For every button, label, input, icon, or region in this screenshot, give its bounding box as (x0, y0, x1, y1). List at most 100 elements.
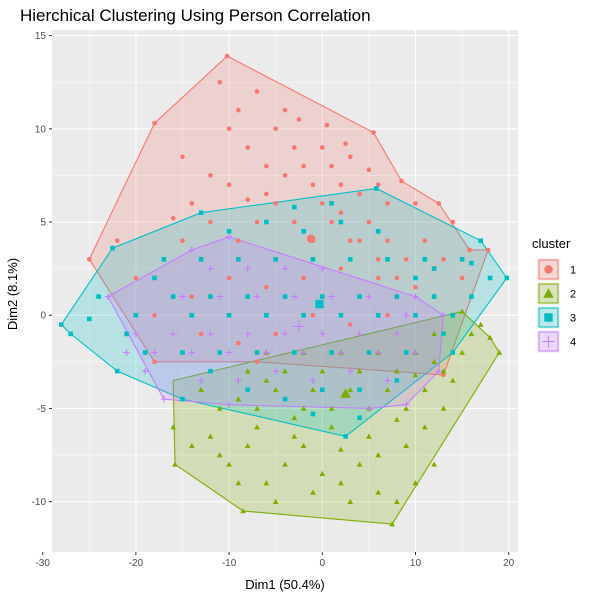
point-cluster-1 (292, 219, 297, 225)
point-cluster-2 (188, 442, 195, 449)
point-cluster-3 (338, 312, 344, 318)
legend: cluster 1 2 3 4 (532, 236, 576, 353)
point-cluster-4 (384, 377, 391, 384)
point-cluster-2 (207, 433, 214, 439)
point-cluster-4 (263, 349, 270, 356)
y-tick-label: 15 (35, 31, 47, 42)
point-cluster-1 (375, 275, 381, 281)
point-cluster-4 (207, 330, 214, 338)
point-cluster-1 (324, 122, 330, 128)
data-points (59, 53, 510, 527)
point-cluster-1 (375, 182, 381, 188)
point-cluster-2 (393, 368, 400, 374)
point-cluster-1 (310, 312, 316, 318)
point-cluster-1 (366, 167, 372, 173)
point-cluster-2 (235, 396, 242, 402)
x-axis-ticks: -30 -20 -10 0 10 20 (35, 552, 515, 569)
point-cluster-1 (245, 145, 251, 150)
point-cluster-2 (319, 368, 326, 374)
point-cluster-1 (180, 238, 185, 243)
y-tick-label: 0 (40, 311, 46, 322)
point-cluster-1 (338, 266, 344, 271)
point-cluster-4 (225, 401, 233, 408)
point-cluster-2 (300, 405, 307, 411)
point-cluster-4 (412, 293, 419, 300)
point-cluster-2 (254, 405, 260, 411)
point-cluster-3 (310, 411, 316, 417)
point-cluster-1 (441, 372, 446, 378)
point-cluster-2 (389, 521, 396, 527)
point-cluster-3 (180, 350, 185, 355)
point-cluster-2 (338, 446, 344, 452)
point-cluster-1 (310, 182, 316, 188)
point-cluster-1 (366, 219, 372, 225)
point-cluster-3 (245, 294, 251, 299)
point-cluster-2 (421, 424, 428, 430)
point-cluster-3 (487, 275, 493, 281)
point-cluster-4 (309, 377, 317, 384)
point-cluster-1 (338, 182, 344, 188)
point-cluster-4 (337, 349, 345, 356)
x-tick-label: -30 (35, 558, 50, 569)
point-cluster-3 (236, 257, 241, 262)
point-cluster-2 (496, 349, 503, 355)
point-cluster-4 (225, 349, 233, 356)
point-cluster-1 (226, 126, 232, 132)
point-cluster-1 (385, 201, 390, 206)
centroid-cluster-1 (306, 234, 316, 243)
point-cluster-2 (328, 405, 335, 411)
point-cluster-2 (412, 480, 419, 486)
point-cluster-1 (403, 257, 409, 262)
point-cluster-3 (450, 312, 456, 318)
point-cluster-3 (142, 350, 148, 355)
point-cluster-3 (374, 186, 379, 191)
point-cluster-3 (301, 229, 306, 234)
y-tick-label: 10 (35, 124, 47, 135)
point-cluster-3 (133, 312, 139, 318)
point-cluster-4 (235, 377, 242, 384)
point-cluster-1 (198, 331, 204, 337)
point-cluster-4 (132, 330, 140, 338)
point-cluster-3 (198, 210, 204, 215)
point-cluster-2 (216, 452, 223, 458)
point-cluster-1 (467, 247, 472, 253)
point-cluster-1 (254, 359, 260, 365)
point-cluster-3 (422, 257, 428, 262)
point-cluster-4 (281, 330, 289, 338)
hull-cluster-3 (60, 187, 508, 438)
point-cluster-2 (403, 405, 410, 411)
point-cluster-3 (96, 294, 101, 299)
point-cluster-2 (477, 321, 484, 327)
point-cluster-4 (402, 312, 410, 319)
point-cluster-2 (449, 377, 456, 383)
point-cluster-1 (264, 191, 269, 197)
point-cluster-3 (366, 350, 372, 355)
point-cluster-1 (236, 340, 241, 346)
point-cluster-3 (478, 238, 484, 243)
x-tick-label: -20 (129, 558, 144, 569)
point-cluster-1 (357, 191, 362, 197)
point-cluster-1 (236, 238, 241, 243)
point-cluster-1 (329, 163, 334, 169)
point-cluster-3 (329, 201, 334, 206)
centroid-cluster-2 (340, 388, 351, 398)
point-cluster-3 (413, 312, 418, 318)
point-cluster-3 (413, 275, 418, 281)
point-cluster-3 (431, 266, 437, 271)
point-cluster-1 (189, 201, 195, 206)
point-cluster-4 (160, 395, 168, 403)
point-cluster-2 (272, 386, 279, 393)
point-cluster-3 (59, 322, 64, 327)
point-cluster-3 (394, 378, 400, 383)
centroid-cluster-4 (293, 320, 305, 333)
point-cluster-1 (347, 154, 353, 160)
point-cluster-2 (263, 377, 270, 383)
point-cluster-3 (459, 257, 465, 262)
point-cluster-2 (487, 334, 493, 340)
point-cluster-2 (310, 489, 316, 495)
point-cluster-4 (244, 330, 251, 338)
point-cluster-2 (431, 461, 437, 467)
point-cluster-1 (375, 257, 381, 262)
point-cluster-4 (440, 312, 447, 319)
